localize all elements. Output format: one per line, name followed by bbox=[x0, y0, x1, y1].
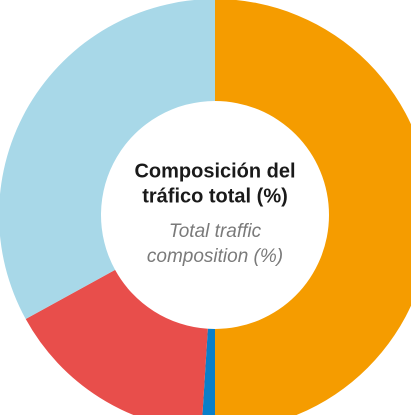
chart-title: Composición del bbox=[134, 160, 295, 182]
donut-segment bbox=[202, 328, 215, 415]
chart-subtitle: Total traffic bbox=[169, 221, 262, 242]
chart-title: tráfico total (%) bbox=[142, 185, 288, 207]
donut-segment bbox=[25, 269, 208, 415]
chart-subtitle: composition (%) bbox=[147, 246, 283, 267]
donut-segment bbox=[215, 0, 411, 415]
donut-segment bbox=[0, 0, 215, 320]
